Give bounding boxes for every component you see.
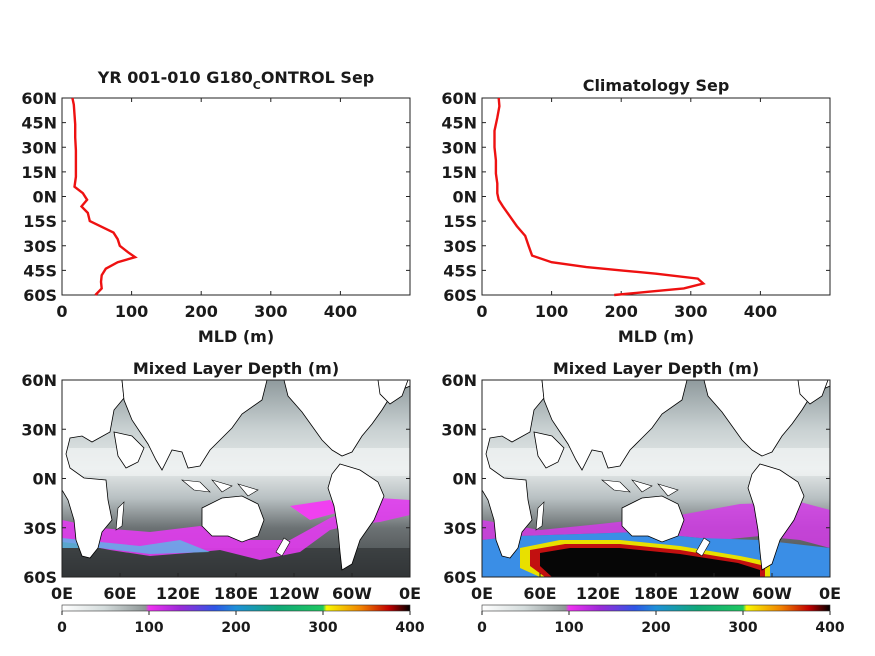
y-tick-label: 60S xyxy=(443,286,477,305)
x-tick-label: 100 xyxy=(535,302,568,321)
y-tick-label: 60N xyxy=(21,371,57,390)
x-tick-label: 200 xyxy=(184,302,217,321)
y-tick-label: 60N xyxy=(21,89,57,108)
y-tick-label: 30S xyxy=(23,519,57,538)
y-tick-label: 45N xyxy=(441,114,477,133)
x-tick-label: 0E xyxy=(819,584,841,603)
y-tick-label: 60S xyxy=(23,568,57,587)
y-tick-label: 60S xyxy=(23,286,57,305)
y-tick-label: 45S xyxy=(443,261,477,280)
series-line xyxy=(71,97,138,296)
y-tick-label: 30S xyxy=(23,237,57,256)
x-tick-label: 60E xyxy=(103,584,136,603)
mld-heatmap xyxy=(62,380,410,577)
x-tick-label: 180E xyxy=(214,584,258,603)
y-tick-label: 0N xyxy=(452,188,477,207)
y-tick-label: 30N xyxy=(21,420,57,439)
x-tick-label: 0 xyxy=(476,302,487,321)
y-tick-label: 0N xyxy=(32,188,57,207)
colorbar-tick-label: 400 xyxy=(395,620,424,636)
y-tick-label: 60S xyxy=(443,568,477,587)
panel-title: Mixed Layer Depth (m) xyxy=(553,359,759,378)
colorbar-tick-label: 200 xyxy=(641,620,670,636)
y-tick-label: 15S xyxy=(443,212,477,231)
panel-title: Climatology Sep xyxy=(583,76,730,95)
mld-heatmap xyxy=(482,380,830,577)
x-tick-label: 300 xyxy=(254,302,287,321)
x-tick-label: 0 xyxy=(56,302,67,321)
y-tick-label: 60N xyxy=(441,89,477,108)
y-tick-label: 30S xyxy=(443,519,477,538)
profile-panel-climatology: Climatology Sep 60N 45N 30N 15N 0N 15S 30S 45S 6… xyxy=(441,76,831,346)
x-tick-label: 120W xyxy=(688,584,739,603)
colorbar-tick-label: 100 xyxy=(134,620,163,636)
y-tick-label: 15N xyxy=(21,163,57,182)
plot-frame xyxy=(481,97,831,296)
colorbar-tick-label: 0 xyxy=(57,620,67,636)
x-axis-label: MLD (m) xyxy=(618,327,694,346)
series-line xyxy=(493,97,706,297)
x-tick-label: 60E xyxy=(523,584,556,603)
colorbar xyxy=(481,604,831,612)
colorbar-tick-label: 0 xyxy=(477,620,487,636)
x-tick-label: 120E xyxy=(576,584,620,603)
x-tick-label: 60W xyxy=(332,584,372,603)
x-tick-label: 100 xyxy=(115,302,148,321)
y-tick-label: 0N xyxy=(32,470,57,489)
x-tick-label: 120W xyxy=(268,584,319,603)
x-tick-label: 180E xyxy=(634,584,678,603)
x-tick-label: 0E xyxy=(51,584,73,603)
colorbar-tick-label: 300 xyxy=(308,620,337,636)
y-tick-label: 45N xyxy=(21,114,57,133)
y-tick-label: 0N xyxy=(452,470,477,489)
y-tick-label: 30N xyxy=(441,420,477,439)
x-tick-label: 60W xyxy=(752,584,792,603)
colorbar xyxy=(61,604,411,612)
colorbar-tick-label: 300 xyxy=(728,620,757,636)
x-tick-label: 400 xyxy=(744,302,777,321)
y-tick-label: 15N xyxy=(441,163,477,182)
x-axis-label: MLD (m) xyxy=(198,327,274,346)
y-tick-label: 60N xyxy=(441,371,477,390)
map-panel-control: Mixed Layer Depth (m) 60N 30N 0N 30S 60S 0E 6… xyxy=(21,359,425,636)
x-tick-label: 0E xyxy=(471,584,493,603)
x-tick-label: 200 xyxy=(604,302,637,321)
y-tick-label: 15S xyxy=(23,212,57,231)
y-tick-label: 45S xyxy=(23,261,57,280)
panel-title: Mixed Layer Depth (m) xyxy=(133,359,339,378)
x-tick-label: 120E xyxy=(156,584,200,603)
colorbar-tick-label: 100 xyxy=(554,620,583,636)
x-tick-label: 300 xyxy=(674,302,707,321)
y-tick-label: 30S xyxy=(443,237,477,256)
profile-panel-control: YR 001-010 G180CONTROL Sep 60N 45N 30N 15N 0… xyxy=(21,68,411,346)
map-panel-climatology: Mixed Layer Depth (m) 60N 30N 0N 30S 60S 0E 6… xyxy=(441,359,845,636)
colorbar-tick-label: 400 xyxy=(815,620,844,636)
panel-title: YR 001-010 G180CONTROL Sep xyxy=(97,68,375,92)
x-tick-label: 400 xyxy=(324,302,357,321)
y-tick-label: 30N xyxy=(441,138,477,157)
x-tick-label: 0E xyxy=(399,584,421,603)
colorbar-tick-label: 200 xyxy=(221,620,250,636)
y-tick-label: 30N xyxy=(21,138,57,157)
